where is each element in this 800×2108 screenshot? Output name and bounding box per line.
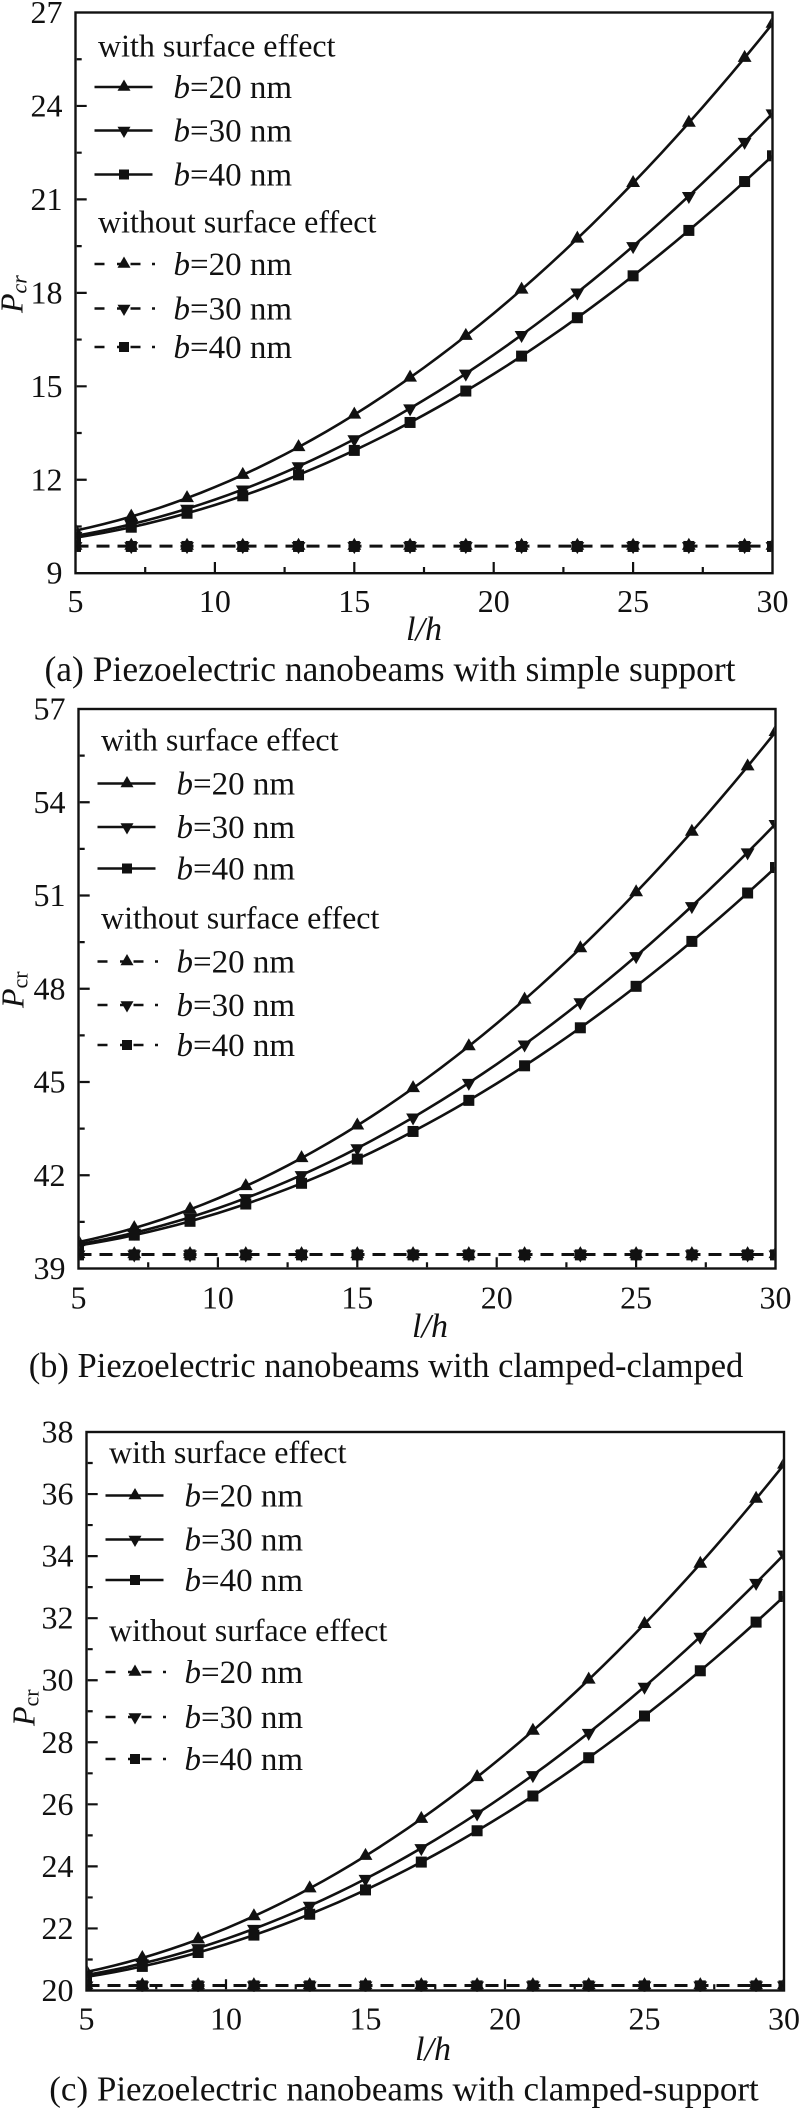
svg-text:20: 20	[478, 583, 510, 619]
svg-text:30: 30	[760, 1280, 792, 1316]
svg-text:10: 10	[202, 1280, 234, 1316]
svg-text:b=20 nm: b=20 nm	[174, 70, 293, 106]
svg-text:10: 10	[199, 583, 231, 619]
svg-text:b=20 nm: b=20 nm	[177, 767, 296, 803]
svg-text:with surface effect: with surface effect	[98, 28, 336, 64]
svg-text:15: 15	[341, 1280, 373, 1316]
svg-text:30: 30	[768, 2001, 800, 2037]
svg-text:20: 20	[42, 1972, 74, 2008]
svg-text:l/h: l/h	[415, 2031, 451, 2068]
svg-text:b=20 nm: b=20 nm	[185, 1655, 304, 1691]
svg-text:57: 57	[34, 691, 66, 727]
svg-text:without surface effect: without surface effect	[101, 900, 380, 936]
svg-text:(b) Piezoelectric nanobeams wi: (b) Piezoelectric nanobeams with clamped…	[29, 1347, 744, 1385]
svg-text:without surface effect: without surface effect	[98, 204, 377, 240]
svg-text:b=30 nm: b=30 nm	[174, 292, 293, 328]
svg-text:15: 15	[31, 368, 63, 404]
svg-text:b=40 nm: b=40 nm	[177, 1028, 296, 1064]
svg-text:b=30 nm: b=30 nm	[177, 810, 296, 846]
svg-text:5: 5	[68, 583, 84, 619]
svg-text:with surface effect: with surface effect	[109, 1434, 347, 1470]
svg-text:b=20 nm: b=20 nm	[185, 1479, 304, 1515]
svg-text:42: 42	[34, 1157, 66, 1193]
svg-text:b=20 nm: b=20 nm	[174, 247, 293, 283]
svg-text:9: 9	[47, 555, 63, 591]
svg-text:b=30 nm: b=30 nm	[174, 114, 293, 150]
svg-text:5: 5	[71, 1280, 87, 1316]
svg-text:36: 36	[42, 1476, 74, 1512]
svg-text:34: 34	[42, 1538, 74, 1574]
svg-text:20: 20	[481, 1280, 513, 1316]
svg-text:25: 25	[629, 2001, 661, 2037]
svg-text:b=30 nm: b=30 nm	[185, 1700, 304, 1736]
svg-text:28: 28	[42, 1724, 74, 1760]
svg-text:15: 15	[350, 2001, 382, 2037]
svg-text:30: 30	[42, 1662, 74, 1698]
svg-text:25: 25	[620, 1280, 652, 1316]
svg-text:48: 48	[34, 970, 66, 1006]
svg-text:12: 12	[31, 461, 63, 497]
svg-text:22: 22	[42, 1910, 74, 1946]
svg-text:25: 25	[617, 583, 649, 619]
svg-text:18: 18	[31, 274, 63, 310]
svg-text:with surface effect: with surface effect	[101, 722, 339, 758]
svg-text:24: 24	[31, 87, 63, 123]
svg-text:l/h: l/h	[412, 1308, 448, 1345]
svg-text:54: 54	[34, 784, 66, 820]
svg-text:b=30 nm: b=30 nm	[177, 988, 296, 1024]
svg-text:27: 27	[31, 0, 63, 30]
svg-text:without surface effect: without surface effect	[109, 1612, 388, 1648]
svg-text:b=20 nm: b=20 nm	[177, 945, 296, 981]
svg-text:(a) Piezoelectric nanobeams wi: (a) Piezoelectric nanobeams with simple …	[44, 649, 735, 689]
svg-text:26: 26	[42, 1786, 74, 1822]
svg-text:21: 21	[31, 181, 63, 217]
svg-text:(c) Piezoelectric nanobeams wi: (c) Piezoelectric nanobeams with clamped…	[49, 2070, 759, 2108]
svg-text:b=40 nm: b=40 nm	[185, 1742, 304, 1778]
svg-text:b=40 nm: b=40 nm	[174, 330, 293, 366]
svg-text:b=40 nm: b=40 nm	[174, 158, 293, 194]
svg-text:b=40 nm: b=40 nm	[185, 1563, 304, 1599]
svg-text:b=40 nm: b=40 nm	[177, 852, 296, 888]
svg-text:45: 45	[34, 1064, 66, 1100]
svg-text:10: 10	[210, 2001, 242, 2037]
svg-text:51: 51	[34, 877, 66, 913]
svg-text:38: 38	[42, 1414, 74, 1450]
svg-text:15: 15	[338, 583, 370, 619]
svg-text:30: 30	[757, 583, 789, 619]
svg-text:b=30 nm: b=30 nm	[185, 1523, 304, 1559]
svg-text:20: 20	[489, 2001, 521, 2037]
svg-text:32: 32	[42, 1600, 74, 1636]
svg-text:39: 39	[34, 1250, 66, 1286]
svg-text:5: 5	[79, 2001, 95, 2037]
svg-text:24: 24	[42, 1848, 74, 1884]
svg-text:l/h: l/h	[406, 611, 442, 648]
